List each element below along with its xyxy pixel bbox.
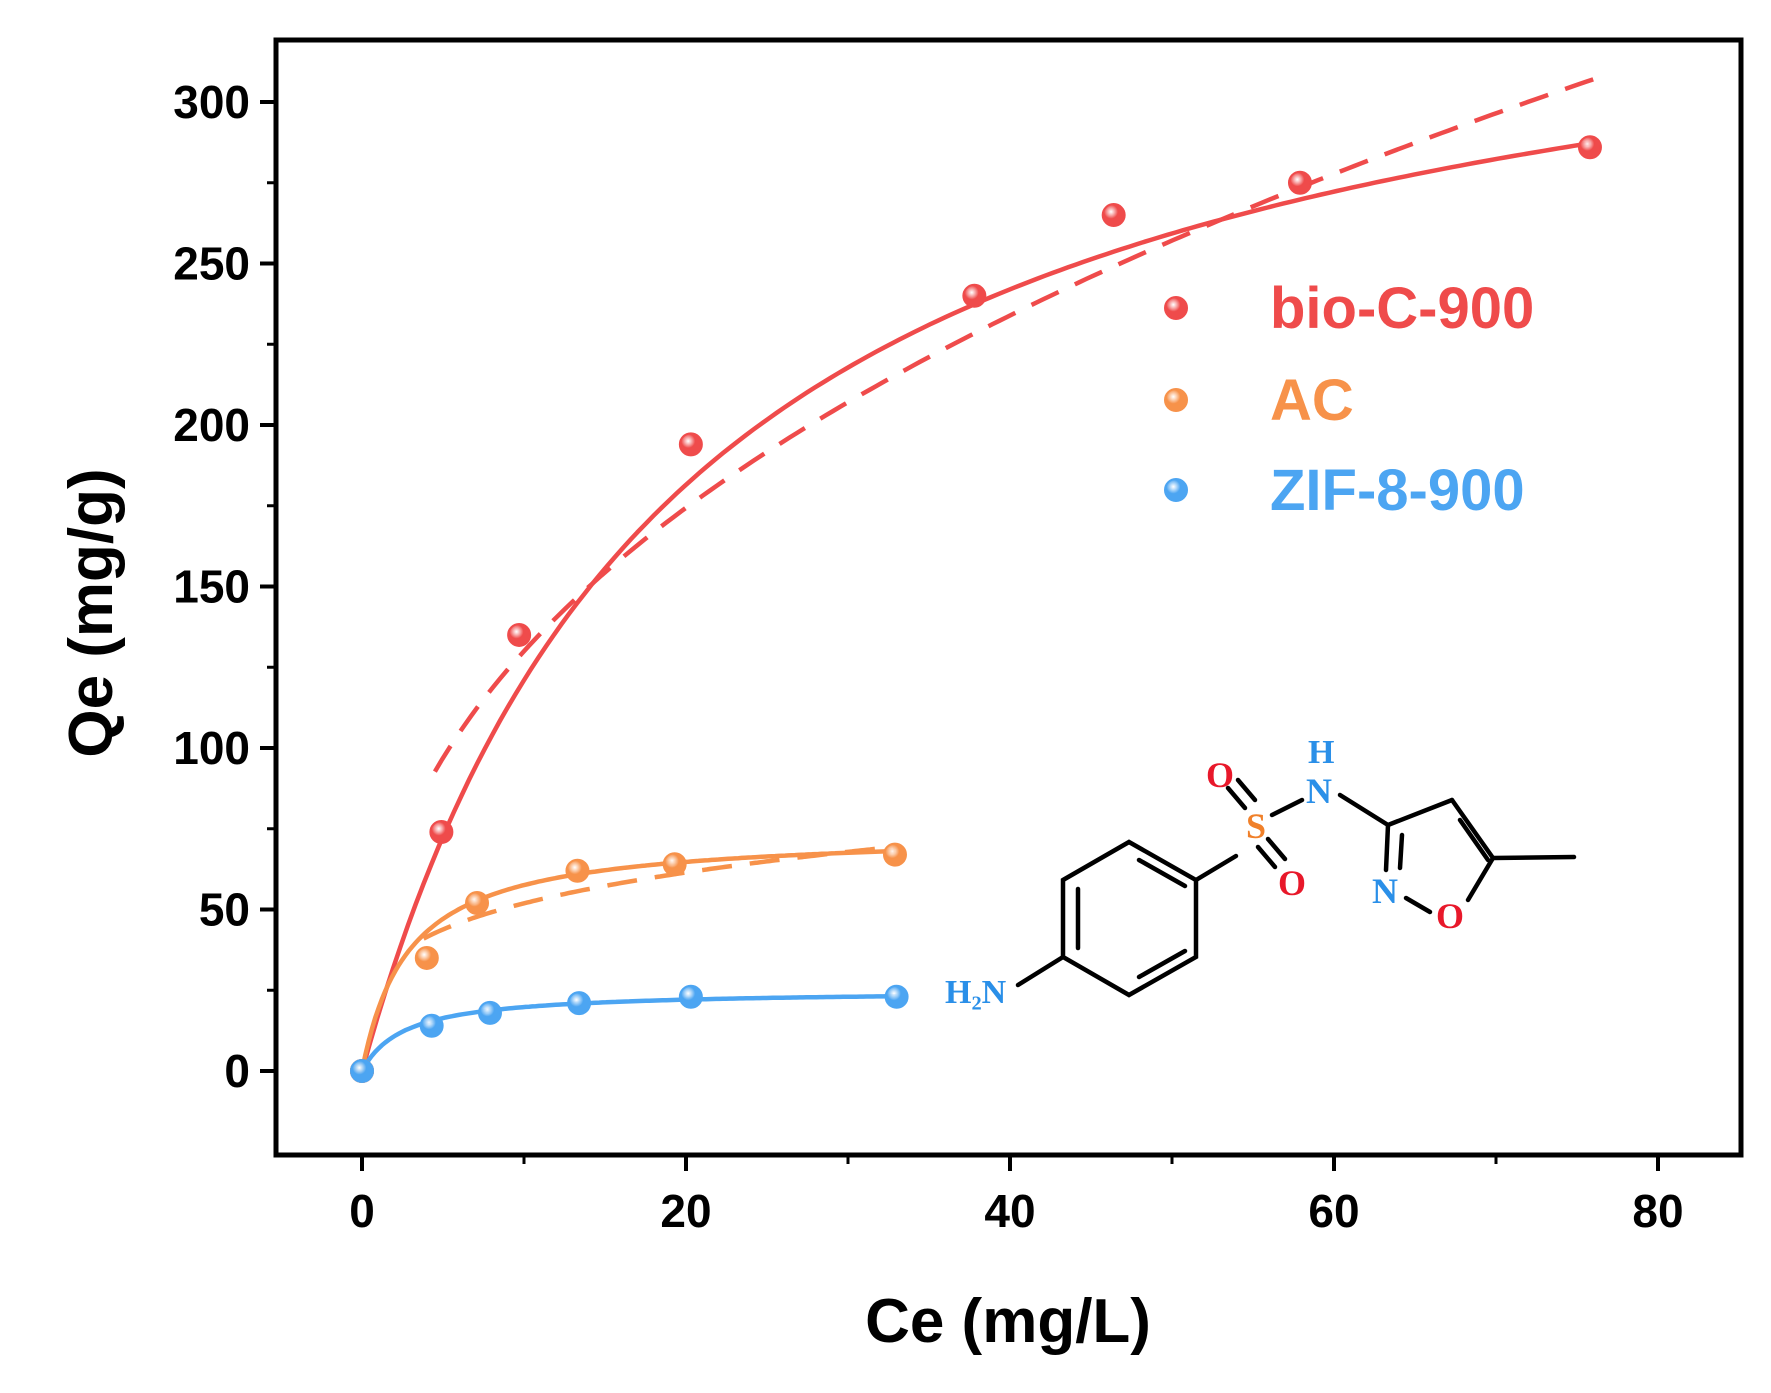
isoxazole-bond — [1403, 895, 1433, 915]
isoxazole-double-bond — [1397, 832, 1405, 871]
ring-oxygen-label: O — [1436, 896, 1464, 936]
sulfamethoxazole-structure — [1015, 777, 1577, 998]
amine-label: H₂N — [945, 974, 1007, 1011]
legend-markers — [1164, 296, 1188, 502]
data-point — [465, 891, 490, 916]
nh-hydrogen-label: H — [1308, 734, 1334, 771]
axis-tick-labels: 0 20 40 60 80 0 50 100 150 200 250 300 — [173, 76, 1683, 1237]
benzene-inner-bond — [1136, 948, 1188, 980]
y-tick-label: 300 — [173, 76, 250, 128]
bond-ring-amine — [1015, 954, 1066, 988]
isoxazole-double-bond — [1457, 817, 1491, 863]
data-point — [678, 984, 703, 1009]
ring-nitrogen-label: N — [1372, 871, 1398, 911]
y-tick-label: 100 — [173, 722, 250, 774]
data-point — [678, 432, 703, 457]
data-point — [567, 991, 592, 1016]
benzene-inner-bond — [1136, 857, 1188, 889]
legend-marker — [1164, 296, 1188, 320]
benzene-ring — [1060, 839, 1199, 998]
axis-ticks — [260, 100, 1660, 1171]
oxygen-bottom-label: O — [1278, 863, 1306, 903]
data-point — [414, 945, 439, 970]
y-tick-label: 50 — [199, 884, 250, 936]
data-points — [350, 135, 1602, 1083]
legend-label-zif-8-900: ZIF-8-900 — [1270, 458, 1525, 523]
bond-s-o-top — [1235, 777, 1258, 803]
bond-n-ring — [1337, 792, 1391, 828]
data-point — [1577, 135, 1602, 160]
langmuir-fit-line — [360, 993, 897, 1073]
freundlich-fit-line — [432, 77, 1594, 773]
nh-nitrogen-label: N — [1306, 771, 1332, 811]
x-tick-label: 40 — [984, 1185, 1035, 1237]
sulfur-label: S — [1246, 806, 1266, 846]
y-tick-label: 250 — [173, 238, 250, 290]
isoxazole-bond — [1385, 797, 1455, 828]
y-tick-label: 200 — [173, 399, 250, 451]
legend-label-ac: AC — [1270, 368, 1354, 433]
plot-frame — [273, 37, 1744, 1158]
x-tick-label: 20 — [660, 1185, 711, 1237]
data-point — [884, 984, 909, 1009]
x-tick-label: 0 — [349, 1185, 375, 1237]
x-axis-label: Ce (mg/L) — [865, 1287, 1151, 1356]
fit-curves — [359, 77, 1594, 1073]
methyl-bond — [1490, 854, 1577, 861]
isoxazole-bond — [1383, 822, 1391, 873]
data-point — [507, 622, 532, 647]
data-point — [1287, 170, 1312, 195]
oxygen-top-label: O — [1206, 755, 1234, 795]
molecule-labels: H₂N O S O H N N O — [945, 734, 1464, 1011]
bond-ring-sulfur — [1193, 853, 1239, 883]
x-tick-label: 80 — [1632, 1185, 1683, 1237]
y-tick-label: 150 — [173, 561, 250, 613]
langmuir-fit-line — [359, 848, 896, 1072]
data-point — [962, 283, 987, 308]
data-point — [662, 852, 687, 877]
bond-s-o-bottom — [1265, 836, 1288, 862]
data-point — [882, 842, 907, 867]
isoxazole-bond — [1465, 855, 1496, 903]
y-axis-label: Qe (mg/g) — [57, 468, 126, 757]
legend-marker — [1164, 388, 1188, 412]
x-tick-label: 60 — [1308, 1185, 1359, 1237]
data-point — [419, 1013, 444, 1038]
legend-label-bio-c-900: bio-C-900 — [1270, 276, 1534, 341]
freundlich-fit-line — [422, 844, 897, 941]
data-point — [350, 1059, 374, 1083]
data-point — [565, 858, 590, 883]
bond-s-n — [1269, 797, 1305, 818]
y-tick-label: 0 — [224, 1045, 250, 1097]
bond-s-o-top — [1225, 785, 1248, 811]
isoxazole-bond — [1449, 797, 1496, 861]
legend: bio-C-900 AC ZIF-8-900 — [1164, 276, 1534, 523]
data-point — [429, 819, 454, 844]
data-point — [1101, 203, 1126, 228]
bond-s-o-bottom — [1255, 844, 1278, 870]
data-point — [477, 1000, 502, 1025]
legend-marker — [1164, 478, 1188, 502]
